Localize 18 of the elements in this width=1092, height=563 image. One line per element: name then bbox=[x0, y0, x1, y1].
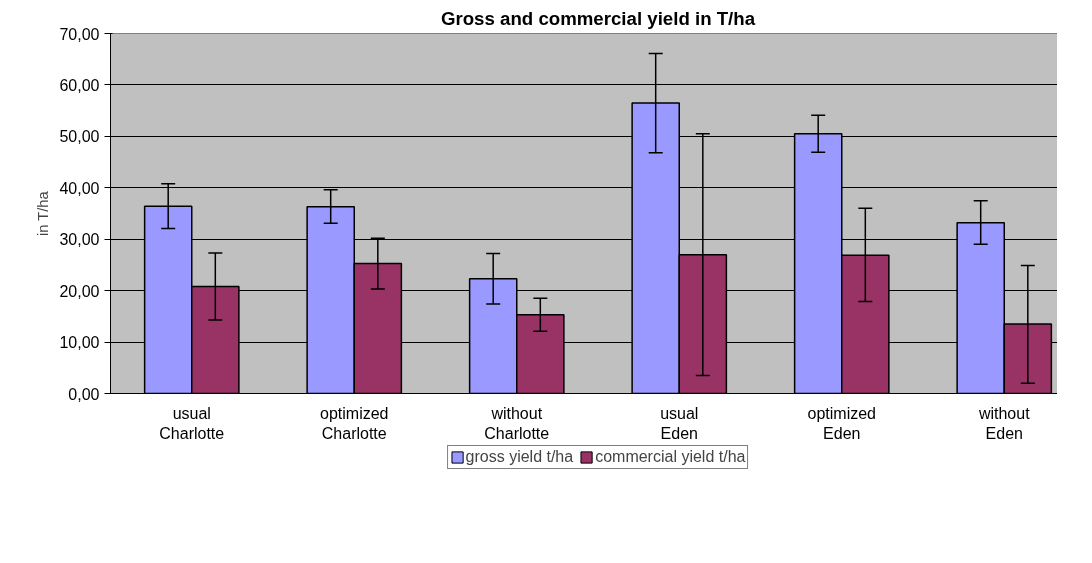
legend-label: commercial yield t/ha bbox=[595, 448, 746, 466]
chart-title: Gross and commercial yield in T/ha bbox=[440, 7, 756, 29]
x-tick-label: optimized Eden bbox=[807, 404, 876, 442]
x-tick-label: optimized Charlotte bbox=[320, 404, 389, 442]
y-tick-label: 20,00 bbox=[59, 282, 100, 300]
y-tick-label: 60,00 bbox=[59, 76, 100, 94]
y-tick-label: 0,00 bbox=[68, 385, 100, 403]
x-tick-label: usual Charlotte bbox=[159, 404, 225, 442]
legend-label: gross yield t/ha bbox=[465, 448, 574, 466]
x-tick-label: usual Eden bbox=[660, 404, 699, 442]
x-tick-label: without Eden bbox=[977, 404, 1031, 442]
y-tick-label: 50,00 bbox=[59, 128, 100, 146]
y-tick-label: 40,00 bbox=[59, 179, 100, 197]
y-tick-label: 30,00 bbox=[59, 231, 100, 249]
y-tick-label: 70,00 bbox=[59, 25, 100, 43]
y-tick-label: 10,00 bbox=[59, 334, 100, 352]
x-tick-label: without Charlotte bbox=[484, 404, 550, 442]
y-axis-title: in T/ha bbox=[35, 190, 52, 236]
